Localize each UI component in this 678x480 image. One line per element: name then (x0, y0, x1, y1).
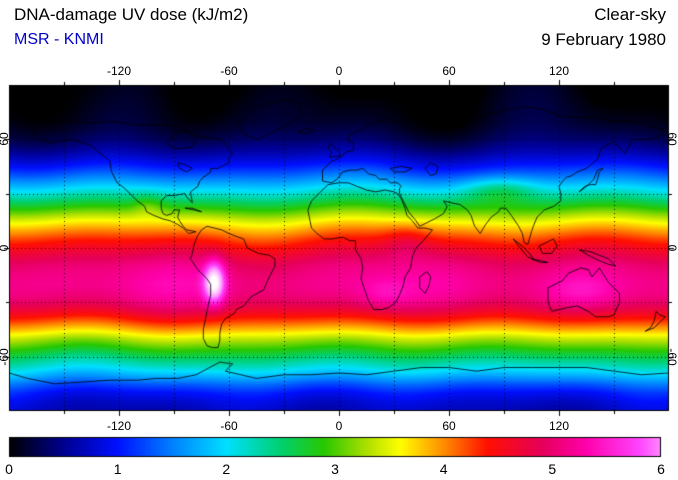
colorbar-tick-label: 0 (5, 461, 13, 477)
header-right: Clear-sky 9 February 1980 (541, 5, 666, 50)
colorbar-tick-label: 2 (222, 461, 231, 477)
x-axis-tick-label-top: 60 (442, 64, 456, 78)
x-axis-tick-label-top: 0 (335, 64, 343, 78)
x-axis-tick-label-bottom: 120 (548, 419, 570, 433)
x-axis-tick-label-bottom: 60 (442, 419, 456, 433)
colorbar-tick-label: 1 (113, 461, 122, 477)
x-axis-tick-label-bottom: 0 (335, 419, 343, 433)
chart-title: DNA-damage UV dose (kJ/m2) (14, 5, 249, 24)
x-axis-tick-label-bottom: -120 (106, 419, 132, 433)
date-label: 9 February 1980 (541, 30, 666, 49)
data-source-label: MSR - KNMI (14, 31, 104, 48)
colorbar-tick-label: 4 (439, 461, 448, 477)
y-axis-tick-label-left: -60 (0, 347, 11, 366)
x-axis-tick-label-bottom: -60 (220, 419, 238, 433)
x-axis-tick-label-top: 120 (548, 64, 570, 78)
sky-condition-label: Clear-sky (594, 5, 666, 24)
colorbar-tick-label: 5 (548, 461, 557, 477)
header-left: DNA-damage UV dose (kJ/m2) MSR - KNMI (14, 5, 248, 49)
y-axis-tick-label-left: 0 (0, 245, 11, 252)
y-axis-tick-label-left: 60 (0, 132, 11, 147)
x-axis-tick-label-top: -120 (106, 64, 132, 78)
x-axis-tick-label-top: -60 (220, 64, 238, 78)
y-axis-tick-label-right: -60 (665, 347, 678, 366)
y-axis-tick-label-right: 60 (665, 132, 678, 147)
colorbar-tick-label: 6 (657, 461, 665, 477)
y-axis-tick-label-right: 0 (665, 244, 678, 252)
colorbar-tick-label: 3 (331, 461, 339, 477)
